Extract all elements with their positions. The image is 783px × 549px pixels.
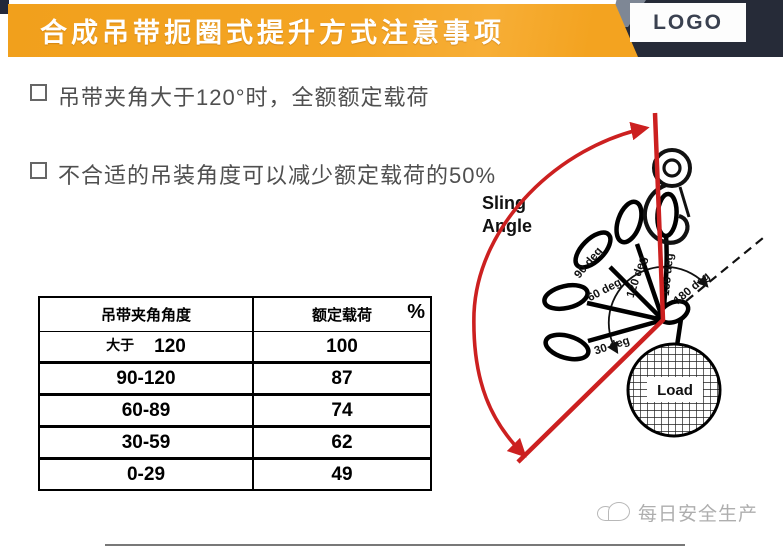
bullet-item: 不合适的吊装角度可以减少额定载荷的50% bbox=[30, 158, 496, 190]
angle-label: 180 deg bbox=[672, 270, 713, 307]
table-row: 大于 120 100 bbox=[38, 331, 432, 364]
footer-divider bbox=[105, 544, 685, 546]
load-cell: 49 bbox=[252, 457, 432, 491]
bullet-item: 吊带夹角大于120°时，全额额定载荷 bbox=[30, 80, 430, 112]
bullet-text: 吊带夹角大于120°时，全额额定载荷 bbox=[58, 85, 430, 110]
logo: LOGO bbox=[630, 3, 746, 42]
corner-accent bbox=[0, 0, 9, 14]
load-cell: 74 bbox=[252, 393, 432, 428]
table-row: 30-59 62 bbox=[38, 425, 432, 460]
red-sling-lines bbox=[472, 112, 666, 464]
angle-label: 120 deg bbox=[625, 255, 650, 299]
sling-angle-rating-table: 吊带夹角角度 额定载荷 % 大于 120 100 90-120 87 60-89 … bbox=[38, 296, 432, 491]
load-label: Load bbox=[657, 382, 693, 399]
table-header-row: 吊带夹角角度 额定载荷 % bbox=[38, 296, 432, 332]
table-row: 90-120 87 bbox=[38, 361, 432, 396]
angle-label: 60 deg bbox=[586, 277, 624, 305]
watermark-text: 每日安全生产 bbox=[638, 504, 759, 525]
page-title: 合成吊带扼圈式提升方式注意事项 bbox=[40, 18, 505, 48]
bullet-text: 不合适的吊装角度可以减少额定载荷的50% bbox=[58, 163, 497, 188]
load-cell: 100 bbox=[252, 331, 432, 364]
angle-cell: 90-120 bbox=[38, 361, 254, 396]
percent-sign: % bbox=[407, 301, 425, 323]
square-bullet-icon bbox=[30, 162, 47, 179]
red-sweep-arc bbox=[472, 121, 650, 458]
load-cell: 87 bbox=[252, 361, 432, 396]
angle-cell: 0-29 bbox=[38, 457, 254, 491]
title-banner: 合成吊带扼圈式提升方式注意事项 bbox=[8, 4, 638, 57]
table-row: 0-29 49 bbox=[38, 457, 432, 491]
angle-cell: 30-59 bbox=[38, 425, 254, 460]
square-bullet-icon bbox=[30, 84, 47, 101]
chat-bubbles-icon bbox=[597, 500, 631, 526]
load-cell: 62 bbox=[252, 425, 432, 460]
column-header-load: 额定载荷 % bbox=[252, 296, 432, 332]
angle-cell: 60-89 bbox=[38, 393, 254, 428]
table-row: 60-89 74 bbox=[38, 393, 432, 428]
watermark: 每日安全生产 bbox=[597, 499, 758, 526]
sling-angle-diagram: 30 deg 60 deg 90 deg 120 deg 135 deg 180… bbox=[472, 112, 764, 464]
load-circle: Load bbox=[626, 342, 722, 438]
angle-cell: 大于 120 bbox=[38, 331, 254, 364]
column-header-angle: 吊带夹角角度 bbox=[38, 296, 254, 332]
